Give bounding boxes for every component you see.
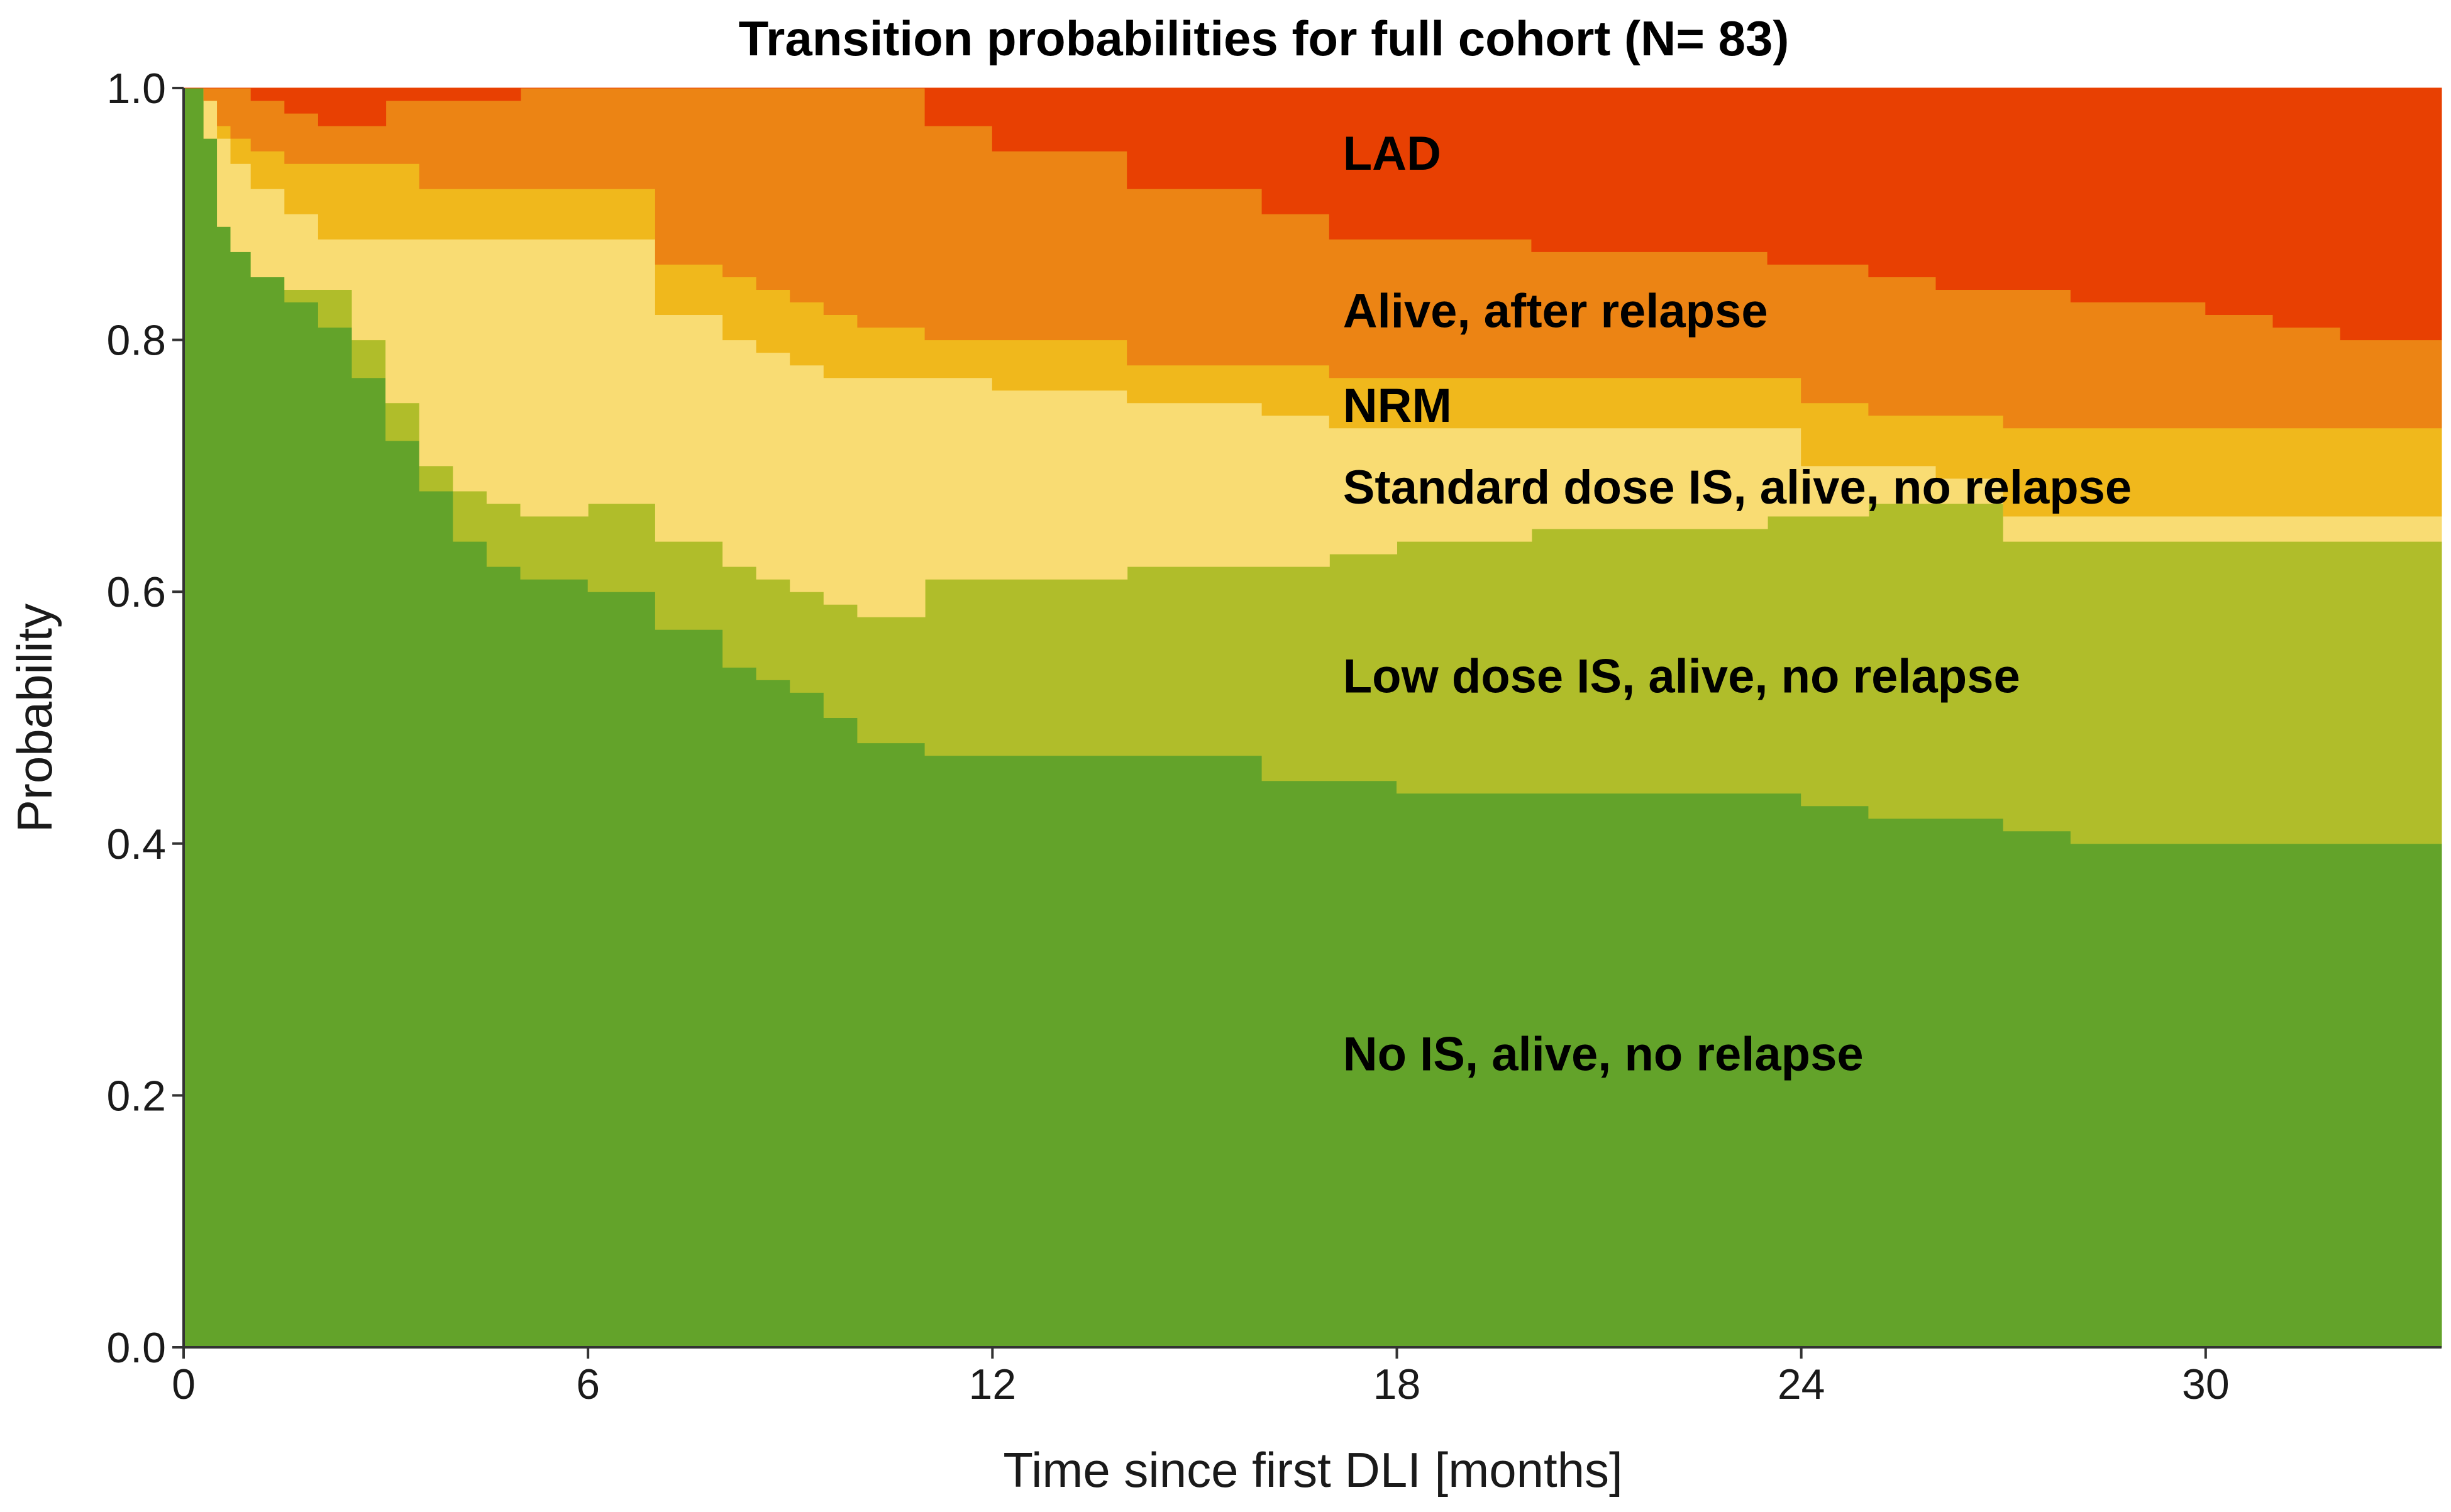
band-lad [184,87,2442,341]
band-label: Alive, after relapse [1343,285,1768,338]
y-tick-label: 0.0 [106,1324,166,1372]
y-tick-label: 0.6 [106,568,166,616]
x-tick-label: 30 [2182,1360,2230,1408]
y-axis-title: Probability [7,604,62,832]
chart-title: Transition probabilities for full cohort… [739,11,1790,66]
axis-ticks: 0 6 12 18 24 30 0.0 0.2 0.4 0.6 0.8 1.0 [106,65,2229,1408]
x-tick-label: 18 [1373,1360,1421,1408]
band-label: LAD [1343,127,1441,180]
x-axis-title: Time since first DLI [months] [1003,1442,1622,1498]
band-label: NRM [1343,379,1452,433]
y-tick-label: 0.8 [106,317,166,365]
y-tick-label: 0.2 [106,1072,166,1120]
band-label: Low dose IS, alive, no relapse [1343,649,2020,703]
x-tick-label: 12 [969,1360,1017,1408]
x-tick-label: 24 [1778,1360,1825,1408]
band-label: Standard dose IS, alive, no relapse [1343,461,2132,514]
band-labels: LAD Alive, after relapse NRM Standard dose … [1343,127,2132,1081]
y-tick-label: 0.4 [106,820,166,868]
x-tick-label: 6 [576,1360,600,1408]
axes [182,88,2442,1349]
x-tick-label: 0 [172,1360,196,1408]
y-tick-label: 1.0 [106,65,166,113]
band-label: No IS, alive, no relapse [1343,1027,1864,1081]
probability-bands [183,87,2442,1348]
